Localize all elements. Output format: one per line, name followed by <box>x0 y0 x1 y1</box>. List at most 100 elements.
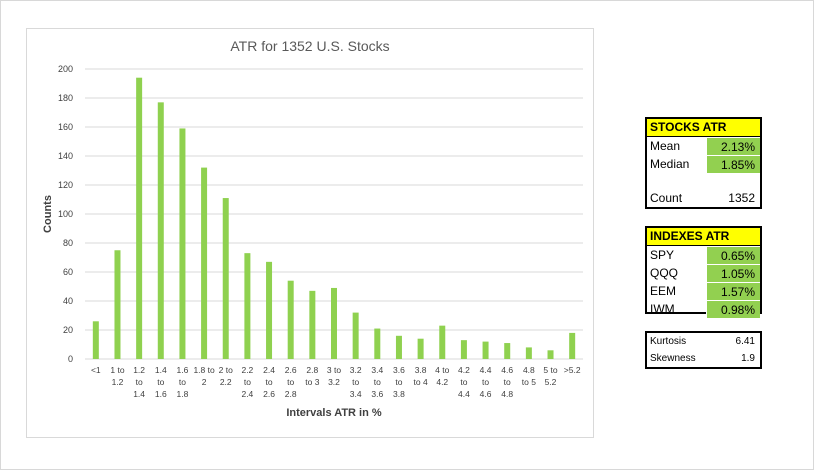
indexes-atr-title: INDEXES ATR <box>647 228 760 246</box>
x-tick-label: 3.4 <box>350 389 362 399</box>
skewness-label: Skewness <box>650 353 696 364</box>
x-tick-label: 2.2 <box>241 365 253 375</box>
index-row-qqq: QQQ 1.05% <box>647 264 760 282</box>
bar <box>417 338 424 359</box>
x-tick-label: 1.4 <box>155 365 167 375</box>
median-row: Median 1.85% <box>647 155 760 173</box>
atr-bar-chart: ATR for 1352 U.S. Stocks 0 20 40 60 80 100 120 1… <box>42 38 583 419</box>
bar <box>157 102 164 359</box>
index-value: 0.65% <box>706 246 760 264</box>
x-tick-label: to <box>395 377 402 387</box>
y-tick-label: 40 <box>63 296 73 306</box>
x-tick-label: 3.6 <box>371 389 383 399</box>
chart-title: ATR for 1352 U.S. Stocks <box>230 38 389 54</box>
x-tick-label: 1.6 <box>155 389 167 399</box>
chart-area: ATR for 1352 U.S. Stocks 0 20 40 60 80 100 120 1… <box>26 28 594 438</box>
x-tick-label: to <box>504 377 511 387</box>
bar <box>201 167 208 359</box>
x-tick-label: 4.8 <box>501 389 513 399</box>
x-tick-label: 3.4 <box>371 365 383 375</box>
x-tick-label: to 5 <box>522 377 536 387</box>
index-label: EEM <box>650 284 677 298</box>
index-row-eem: EEM 1.57% <box>647 282 760 300</box>
bar <box>244 253 251 359</box>
x-tick-label: to <box>374 377 381 387</box>
x-tick-label: to 3 <box>305 377 319 387</box>
x-tick-label: to <box>287 377 294 387</box>
x-tick-label: 2 <box>202 377 207 387</box>
x-tick-label: >5.2 <box>564 365 581 375</box>
bar <box>352 312 359 359</box>
x-tick-label: 2.4 <box>241 389 253 399</box>
x-tick-label: 2 to <box>219 365 233 375</box>
bar <box>504 343 511 359</box>
x-tick-label: 3.6 <box>393 365 405 375</box>
bar <box>460 340 467 359</box>
x-tick-label: 3.8 <box>393 389 405 399</box>
index-label: QQQ <box>650 266 679 280</box>
bar <box>287 280 294 359</box>
indexes-atr-table: INDEXES ATR SPY 0.65% QQQ 1.05% EEM 1.57… <box>645 226 762 318</box>
bar <box>114 250 121 359</box>
y-tick-label: 200 <box>58 64 73 74</box>
x-tick-label: 3.8 <box>415 365 427 375</box>
skewness-row: Skewness 1.9 <box>647 350 760 367</box>
bar <box>569 332 576 359</box>
x-tick-label: 5 to <box>543 365 557 375</box>
y-tick-label: 0 <box>68 354 73 364</box>
bar <box>482 341 489 359</box>
x-tick-label: 2.8 <box>306 365 318 375</box>
bar <box>266 261 273 359</box>
x-tick-label: 2.4 <box>263 365 275 375</box>
mean-value: 2.13% <box>706 137 760 155</box>
bar <box>136 77 143 359</box>
bar <box>439 325 446 359</box>
x-tick-label: to <box>460 377 467 387</box>
x-tick-label: 4.8 <box>523 365 535 375</box>
bar <box>525 347 532 359</box>
index-row-spy: SPY 0.65% <box>647 246 760 264</box>
bar <box>547 350 554 359</box>
y-tick-label: 120 <box>58 180 73 190</box>
distribution-stats-table: Kurtosis 6.41 Skewness 1.9 <box>645 331 762 369</box>
x-tick-label: to <box>179 377 186 387</box>
x-tick-label: 3.2 <box>350 365 362 375</box>
count-row: Count 1352 <box>647 189 760 207</box>
x-tick-label: 1 to <box>110 365 124 375</box>
spacer-row <box>647 173 760 189</box>
kurtosis-row: Kurtosis 6.41 <box>647 333 760 350</box>
x-tick-label: to <box>265 377 272 387</box>
x-tick-label: 1.8 to <box>193 365 215 375</box>
x-axis-label: Intervals ATR in % <box>286 407 382 419</box>
bar <box>179 128 186 359</box>
x-tick-label: to <box>482 377 489 387</box>
x-tick-label: to <box>244 377 251 387</box>
index-row-iwm: IWM 0.98% <box>647 300 760 318</box>
stocks-atr-table: STOCKS ATR Mean 2.13% Median 1.85% Count… <box>645 117 762 209</box>
count-value: 1352 <box>728 191 755 205</box>
x-tick-label: 1.6 <box>177 365 189 375</box>
index-label: SPY <box>650 248 675 262</box>
x-tick-label: <1 <box>91 365 101 375</box>
index-value: 1.57% <box>706 282 760 300</box>
bar <box>309 290 316 359</box>
skewness-value: 1.9 <box>741 353 755 364</box>
x-tick-label: to 4 <box>414 377 428 387</box>
mean-label: Mean <box>650 139 681 153</box>
x-tick-label: to <box>352 377 359 387</box>
x-tick-label: 4.4 <box>480 365 492 375</box>
median-value: 1.85% <box>706 155 760 173</box>
y-axis-label: Counts <box>42 195 54 233</box>
index-label: IWM <box>650 302 675 316</box>
x-tick-label: 2.2 <box>220 377 232 387</box>
count-label: Count <box>650 191 683 205</box>
x-tick-label: 4.2 <box>458 365 470 375</box>
x-tick-label: 4.4 <box>458 389 470 399</box>
x-tick-label: 2.6 <box>263 389 275 399</box>
mean-row: Mean 2.13% <box>647 137 760 155</box>
stocks-atr-title: STOCKS ATR <box>647 119 760 137</box>
x-tick-label: to <box>157 377 164 387</box>
x-tick-label: to <box>136 377 143 387</box>
x-tick-label: 4.2 <box>436 377 448 387</box>
median-label: Median <box>650 157 690 171</box>
